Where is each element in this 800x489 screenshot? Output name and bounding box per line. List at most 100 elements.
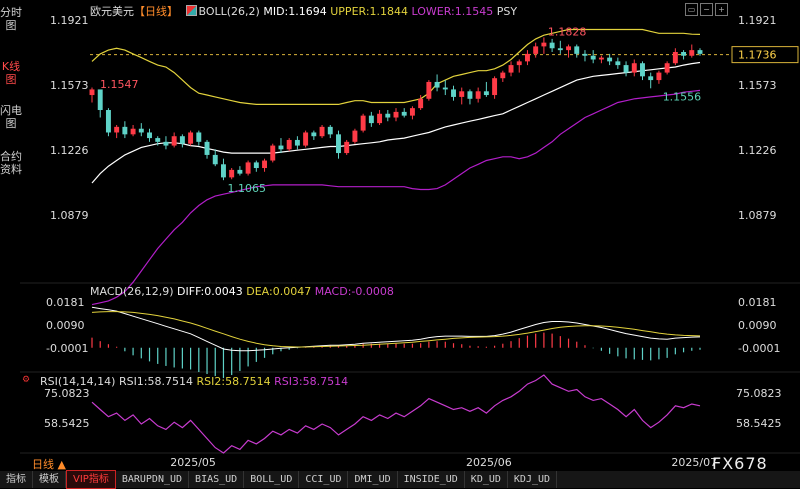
rsi-tick-left: 58.5425 [44, 417, 90, 430]
tab-contract-info[interactable]: 合约资料 [0, 150, 22, 176]
watermark: FX678 [712, 454, 768, 473]
candle-body [336, 134, 341, 154]
boll-button[interactable]: BOLL_UD [244, 471, 300, 488]
candle-body [459, 91, 465, 97]
candle-body [648, 76, 654, 81]
candle-body [557, 48, 563, 51]
candle-body [138, 128, 144, 133]
period-label[interactable]: 【日线】 [134, 5, 178, 18]
current-price-label: 1.1736 [738, 49, 777, 62]
tab-flash[interactable]: 闪电图 [0, 104, 22, 130]
candle-body [229, 169, 235, 178]
candle-body [122, 126, 128, 135]
period-switch[interactable]: 日线 ▲ [32, 458, 66, 471]
candle-body [483, 91, 489, 96]
candle-body [344, 141, 350, 154]
diff-line [91, 306, 701, 352]
zoom-in-icon[interactable]: + [715, 3, 728, 16]
candle-body [640, 63, 645, 77]
candle-body [615, 61, 621, 66]
candle-body [278, 145, 284, 150]
price-tick-left: 1.1921 [50, 14, 89, 27]
candle-body [385, 113, 391, 118]
candle-body [697, 50, 703, 54]
dea-value: DEA:0.0047 [246, 285, 312, 298]
settings-icon[interactable]: ⚙ [22, 375, 31, 385]
macd-tick-left: 0.0181 [46, 296, 85, 309]
candle-body [155, 138, 161, 142]
upper-value: UPPER:1.1844 [330, 5, 409, 18]
candle-body [147, 132, 152, 139]
tab-label: 合约资料 [0, 150, 22, 176]
minimize-icon[interactable]: ▭ [685, 3, 698, 16]
extreme-price-label: 1.1065 [227, 182, 266, 195]
price-tick-right: 1.1573 [738, 79, 777, 92]
kd-button[interactable]: KD_UD [465, 471, 508, 488]
candle-body [114, 126, 120, 133]
macd-tick-right: 0.0181 [738, 296, 777, 309]
tab-kline[interactable]: K线图 [0, 60, 22, 86]
zoom-out-icon[interactable]: − [700, 3, 713, 16]
candle-body [533, 46, 539, 54]
rsi-tick-right: 58.5425 [736, 417, 782, 430]
inside-button[interactable]: INSIDE_UD [398, 471, 465, 488]
rsi-label: RSI(14,14,14) [40, 375, 116, 388]
candle-body [401, 111, 407, 116]
lower-band-line [91, 89, 701, 306]
dmi-button[interactable]: DMI_UD [348, 471, 398, 488]
candle-body [672, 52, 678, 64]
candle-body [607, 57, 613, 62]
candle-body [451, 89, 456, 97]
price-tick-right: 1.1226 [738, 144, 777, 157]
candle-body [311, 132, 317, 137]
macd-tick-left: -0.0001 [46, 342, 88, 355]
candle-body [245, 162, 251, 174]
candle-body [442, 87, 448, 90]
x-axis-label: 2025/05 [170, 456, 216, 469]
candle-body [97, 89, 103, 111]
candle-body [377, 113, 383, 124]
tab-timeshare[interactable]: 分时图 [0, 6, 22, 32]
bias-button[interactable]: BIAS_UD [189, 471, 245, 488]
candle-body [220, 164, 226, 178]
price-tick-left: 1.1226 [50, 144, 89, 157]
price-tick-left: 1.1573 [50, 79, 89, 92]
candle-body [270, 145, 276, 161]
indicator-button[interactable]: 指标 [0, 471, 33, 488]
candle-body [467, 91, 473, 99]
candle-body [631, 63, 637, 73]
macd-label: MACD(26,12,9) [90, 285, 174, 298]
candle-body [475, 91, 481, 99]
candle-body [434, 81, 440, 88]
dea-line [91, 311, 701, 348]
candle-body [352, 130, 358, 142]
vip-indicator-button[interactable]: VIP指标 [66, 470, 116, 489]
candle-body [327, 126, 333, 135]
upper-band-line [91, 28, 701, 105]
candle-body [541, 42, 547, 47]
barupdn-button[interactable]: BARUPDN_UD [116, 471, 190, 488]
current-price-box [731, 46, 799, 64]
candle-body [262, 160, 268, 169]
template-button[interactable]: 模板 [33, 471, 66, 488]
psy-label: PSY [496, 5, 518, 18]
candle-body [508, 65, 514, 73]
candle-body [360, 115, 366, 131]
candle-body [574, 46, 580, 54]
candle-body [566, 46, 572, 51]
candle-body [664, 63, 670, 73]
kdj-button[interactable]: KDJ_UD [508, 471, 558, 488]
x-axis-label: 2025/07 [671, 456, 717, 469]
candle-body [656, 72, 662, 81]
candle-body [516, 61, 522, 66]
candle-body [130, 128, 136, 135]
axis-labels: 1.1921 1.1921 1.1573 1.1573 1.1226 1.1226 1.08… [44, 14, 799, 469]
macd-tick-right: 0.0090 [738, 319, 777, 332]
cci-button[interactable]: CCI_UD [299, 471, 349, 488]
macd-tick-right: -0.0001 [738, 342, 780, 355]
bollinger-bands [91, 28, 701, 306]
macd-panel [91, 306, 701, 379]
candle-body [582, 53, 588, 56]
candle-body [105, 110, 111, 133]
